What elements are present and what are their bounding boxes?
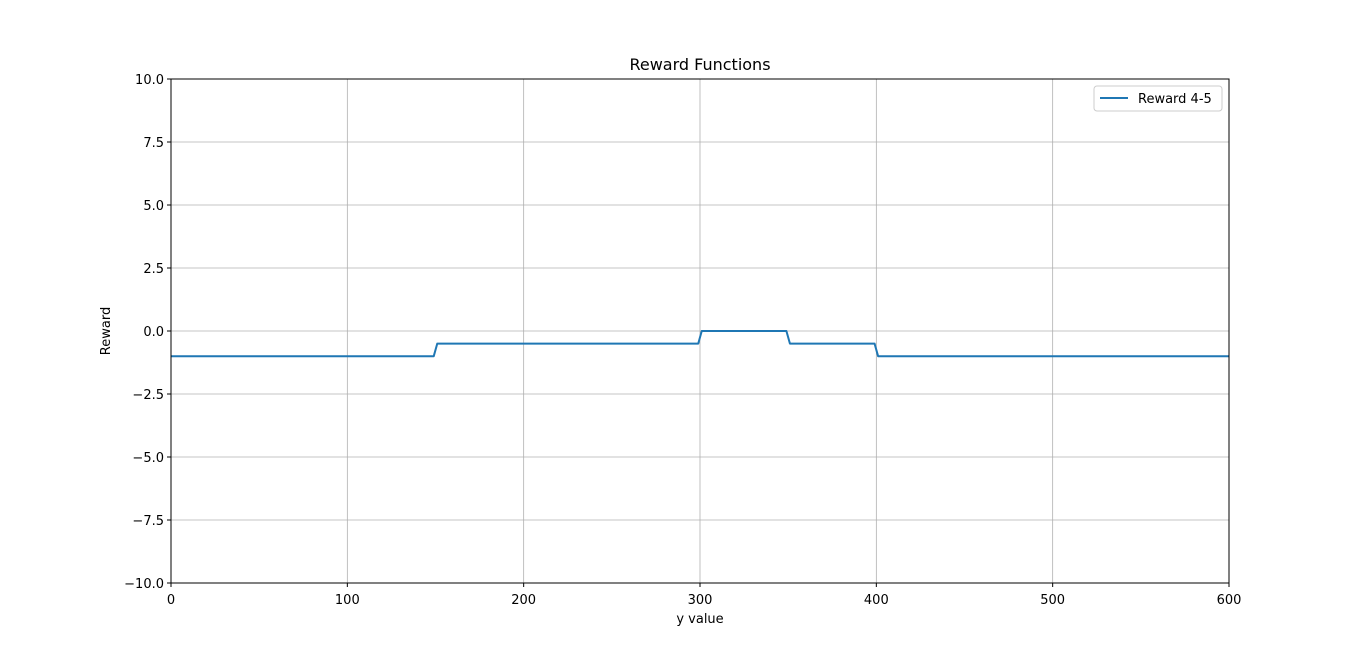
- y-tick-label: −7.5: [132, 514, 164, 529]
- x-tick-label: 400: [864, 593, 889, 608]
- y-tick-label: −5.0: [132, 451, 164, 466]
- y-tick-label: 7.5: [143, 136, 164, 151]
- chart-title: Reward Functions: [629, 55, 770, 74]
- x-tick-label: 100: [335, 593, 360, 608]
- legend: Reward 4-5: [1093, 85, 1223, 112]
- legend-label: Reward 4-5: [1138, 92, 1212, 107]
- y-tick-label: 2.5: [143, 262, 164, 277]
- x-tick-label: 200: [511, 593, 536, 608]
- y-tick-label: −10.0: [124, 577, 164, 592]
- x-tick-label: 300: [688, 593, 713, 608]
- y-tick-label: 10.0: [135, 73, 164, 88]
- series-line-reward-4-5: [171, 330, 1229, 358]
- axis-ticks: 0 100 200 300 400 500 600 −10.0 −7.5 −5.0 −2.5 0.0 2…: [124, 73, 1241, 608]
- y-tick-label: 0.0: [143, 325, 164, 340]
- y-axis-label: Reward: [99, 307, 114, 355]
- x-tick-label: 600: [1217, 593, 1242, 608]
- x-axis-label: y value: [676, 612, 723, 627]
- y-tick-label: 5.0: [143, 199, 164, 214]
- x-tick-label: 500: [1040, 593, 1065, 608]
- grid-lines: [170, 78, 1230, 584]
- series-layer: [171, 330, 1229, 358]
- y-tick-label: −2.5: [132, 388, 164, 403]
- legend-box: [1093, 85, 1223, 112]
- x-tick-label: 0: [167, 593, 175, 608]
